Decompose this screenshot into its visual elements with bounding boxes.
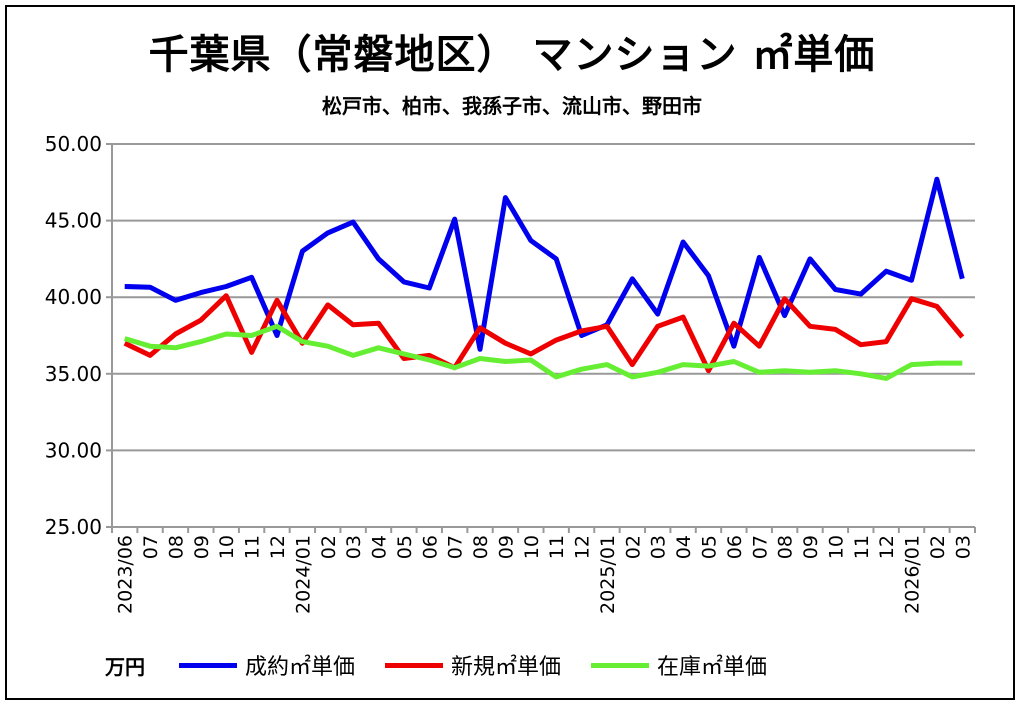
x-tick-label: 2024/01 — [292, 535, 314, 614]
x-tick-label: 08 — [775, 535, 797, 559]
x-tick-label: 11 — [242, 535, 264, 559]
x-tick-label: 12 — [572, 535, 594, 559]
x-tick-label: 2023/06 — [115, 535, 137, 614]
legend-swatch — [179, 662, 237, 668]
x-tick-label: 03 — [343, 535, 365, 559]
x-tick-label: 10 — [216, 535, 238, 559]
series-line-1 — [123, 293, 965, 374]
legend-label: 新規㎡単価 — [451, 655, 562, 680]
x-tick-label: 12 — [267, 535, 289, 559]
legend-swatch — [591, 662, 650, 668]
x-tick-label: 03 — [648, 535, 670, 559]
x-tick-label: 02 — [622, 535, 644, 559]
legend-label: 成約㎡単価 — [245, 655, 356, 680]
series-line-0 — [124, 176, 965, 352]
x-tick-label: 05 — [394, 535, 416, 559]
y-unit-label: 万円 — [105, 654, 145, 679]
legend-item-stock: 在庫㎡単価 — [591, 649, 767, 681]
chart-frame — [5, 5, 1015, 700]
y-tick-label: 45.00 — [45, 209, 102, 233]
legend-label: 在庫㎡単価 — [657, 655, 768, 680]
x-tick-label: 05 — [698, 535, 720, 559]
legend: 万円 成約㎡単価 新規㎡単価 在庫㎡単価 — [105, 649, 797, 681]
y-tick-label: 40.00 — [45, 285, 102, 309]
x-tick-label: 12 — [876, 535, 898, 559]
x-tick-label: 07 — [140, 535, 162, 559]
x-tick-label: 09 — [495, 535, 517, 559]
x-tick-label: 06 — [419, 535, 441, 559]
chart-title: 千葉県（常磐地区） マンション ㎡単価 — [148, 32, 876, 78]
x-tick-label: 09 — [800, 535, 822, 559]
y-tick-label: 25.00 — [45, 515, 102, 539]
y-tick-label: 30.00 — [45, 438, 102, 462]
x-tick-label: 2025/01 — [597, 535, 619, 614]
chart-subtitle: 松戸市、柏市、我孫子市、流山市、野田市 — [322, 94, 702, 118]
series-line-2 — [123, 323, 963, 381]
x-tick-label: 03 — [952, 535, 974, 559]
x-tick-label: 10 — [825, 535, 847, 559]
x-tick-label: 07 — [445, 535, 467, 559]
legend-swatch — [385, 662, 444, 668]
x-tick-label: 02 — [927, 535, 949, 559]
legend-item-new: 新規㎡単価 — [385, 649, 561, 681]
x-tick-label: 09 — [191, 535, 213, 559]
x-tick-label: 2026/01 — [902, 535, 924, 614]
x-tick-label: 11 — [851, 535, 873, 559]
x-tick-label: 08 — [470, 535, 492, 559]
x-tick-label: 02 — [318, 535, 340, 559]
x-tick-label: 07 — [749, 535, 771, 559]
x-tick-label: 08 — [165, 535, 187, 559]
y-tick-label: 35.00 — [45, 362, 102, 386]
x-tick-label: 04 — [673, 535, 695, 559]
x-tick-label: 04 — [369, 535, 391, 559]
x-tick-label: 10 — [521, 535, 543, 559]
x-tick-label: 06 — [724, 535, 746, 559]
y-tick-label: 50.00 — [45, 132, 102, 156]
legend-item-contract: 成約㎡単価 — [179, 649, 355, 681]
x-tick-label: 11 — [546, 535, 568, 559]
